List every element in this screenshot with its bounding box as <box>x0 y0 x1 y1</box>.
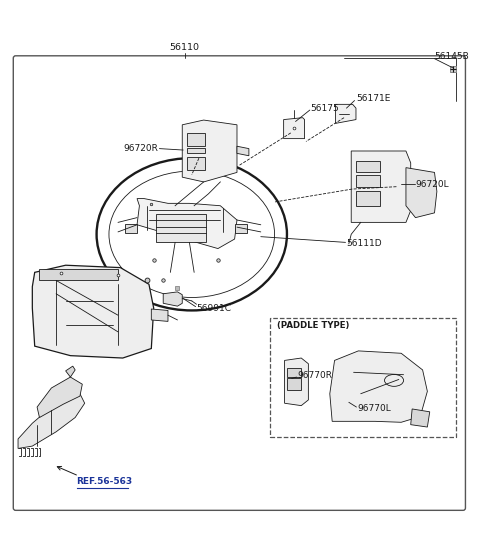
Polygon shape <box>406 168 437 217</box>
Polygon shape <box>237 146 249 156</box>
Bar <box>287 378 301 390</box>
Text: 56111D: 56111D <box>347 239 382 248</box>
Bar <box>356 175 380 187</box>
Text: REF.56-563: REF.56-563 <box>77 477 132 486</box>
Bar <box>39 268 118 281</box>
Bar <box>156 214 206 243</box>
Text: (PADDLE TYPE): (PADDLE TYPE) <box>277 321 350 330</box>
Bar <box>187 157 205 170</box>
Bar <box>270 318 456 437</box>
Polygon shape <box>330 351 427 422</box>
Polygon shape <box>37 377 82 418</box>
Text: 96720L: 96720L <box>416 180 449 189</box>
Text: 56110: 56110 <box>169 43 200 52</box>
Text: 96770L: 96770L <box>358 405 391 414</box>
Polygon shape <box>32 265 154 358</box>
Text: 56991C: 56991C <box>196 304 231 312</box>
Bar <box>187 148 205 153</box>
Bar <box>125 224 137 233</box>
Polygon shape <box>18 394 84 448</box>
Polygon shape <box>137 198 237 249</box>
Polygon shape <box>163 292 182 306</box>
Text: 96770R: 96770R <box>298 371 333 380</box>
Polygon shape <box>66 366 75 377</box>
Bar <box>356 160 380 172</box>
Polygon shape <box>411 409 430 427</box>
Polygon shape <box>182 120 237 182</box>
Bar <box>235 224 247 233</box>
Text: 96720R: 96720R <box>123 144 158 153</box>
Bar <box>187 133 205 146</box>
Bar <box>287 368 301 377</box>
Polygon shape <box>284 118 305 139</box>
Text: 56171E: 56171E <box>356 94 390 103</box>
Polygon shape <box>336 105 356 124</box>
Polygon shape <box>151 309 168 321</box>
Text: 56145B: 56145B <box>434 52 469 61</box>
Polygon shape <box>285 358 308 406</box>
Text: 56175: 56175 <box>311 103 339 113</box>
Bar <box>356 191 380 206</box>
Polygon shape <box>351 151 411 222</box>
